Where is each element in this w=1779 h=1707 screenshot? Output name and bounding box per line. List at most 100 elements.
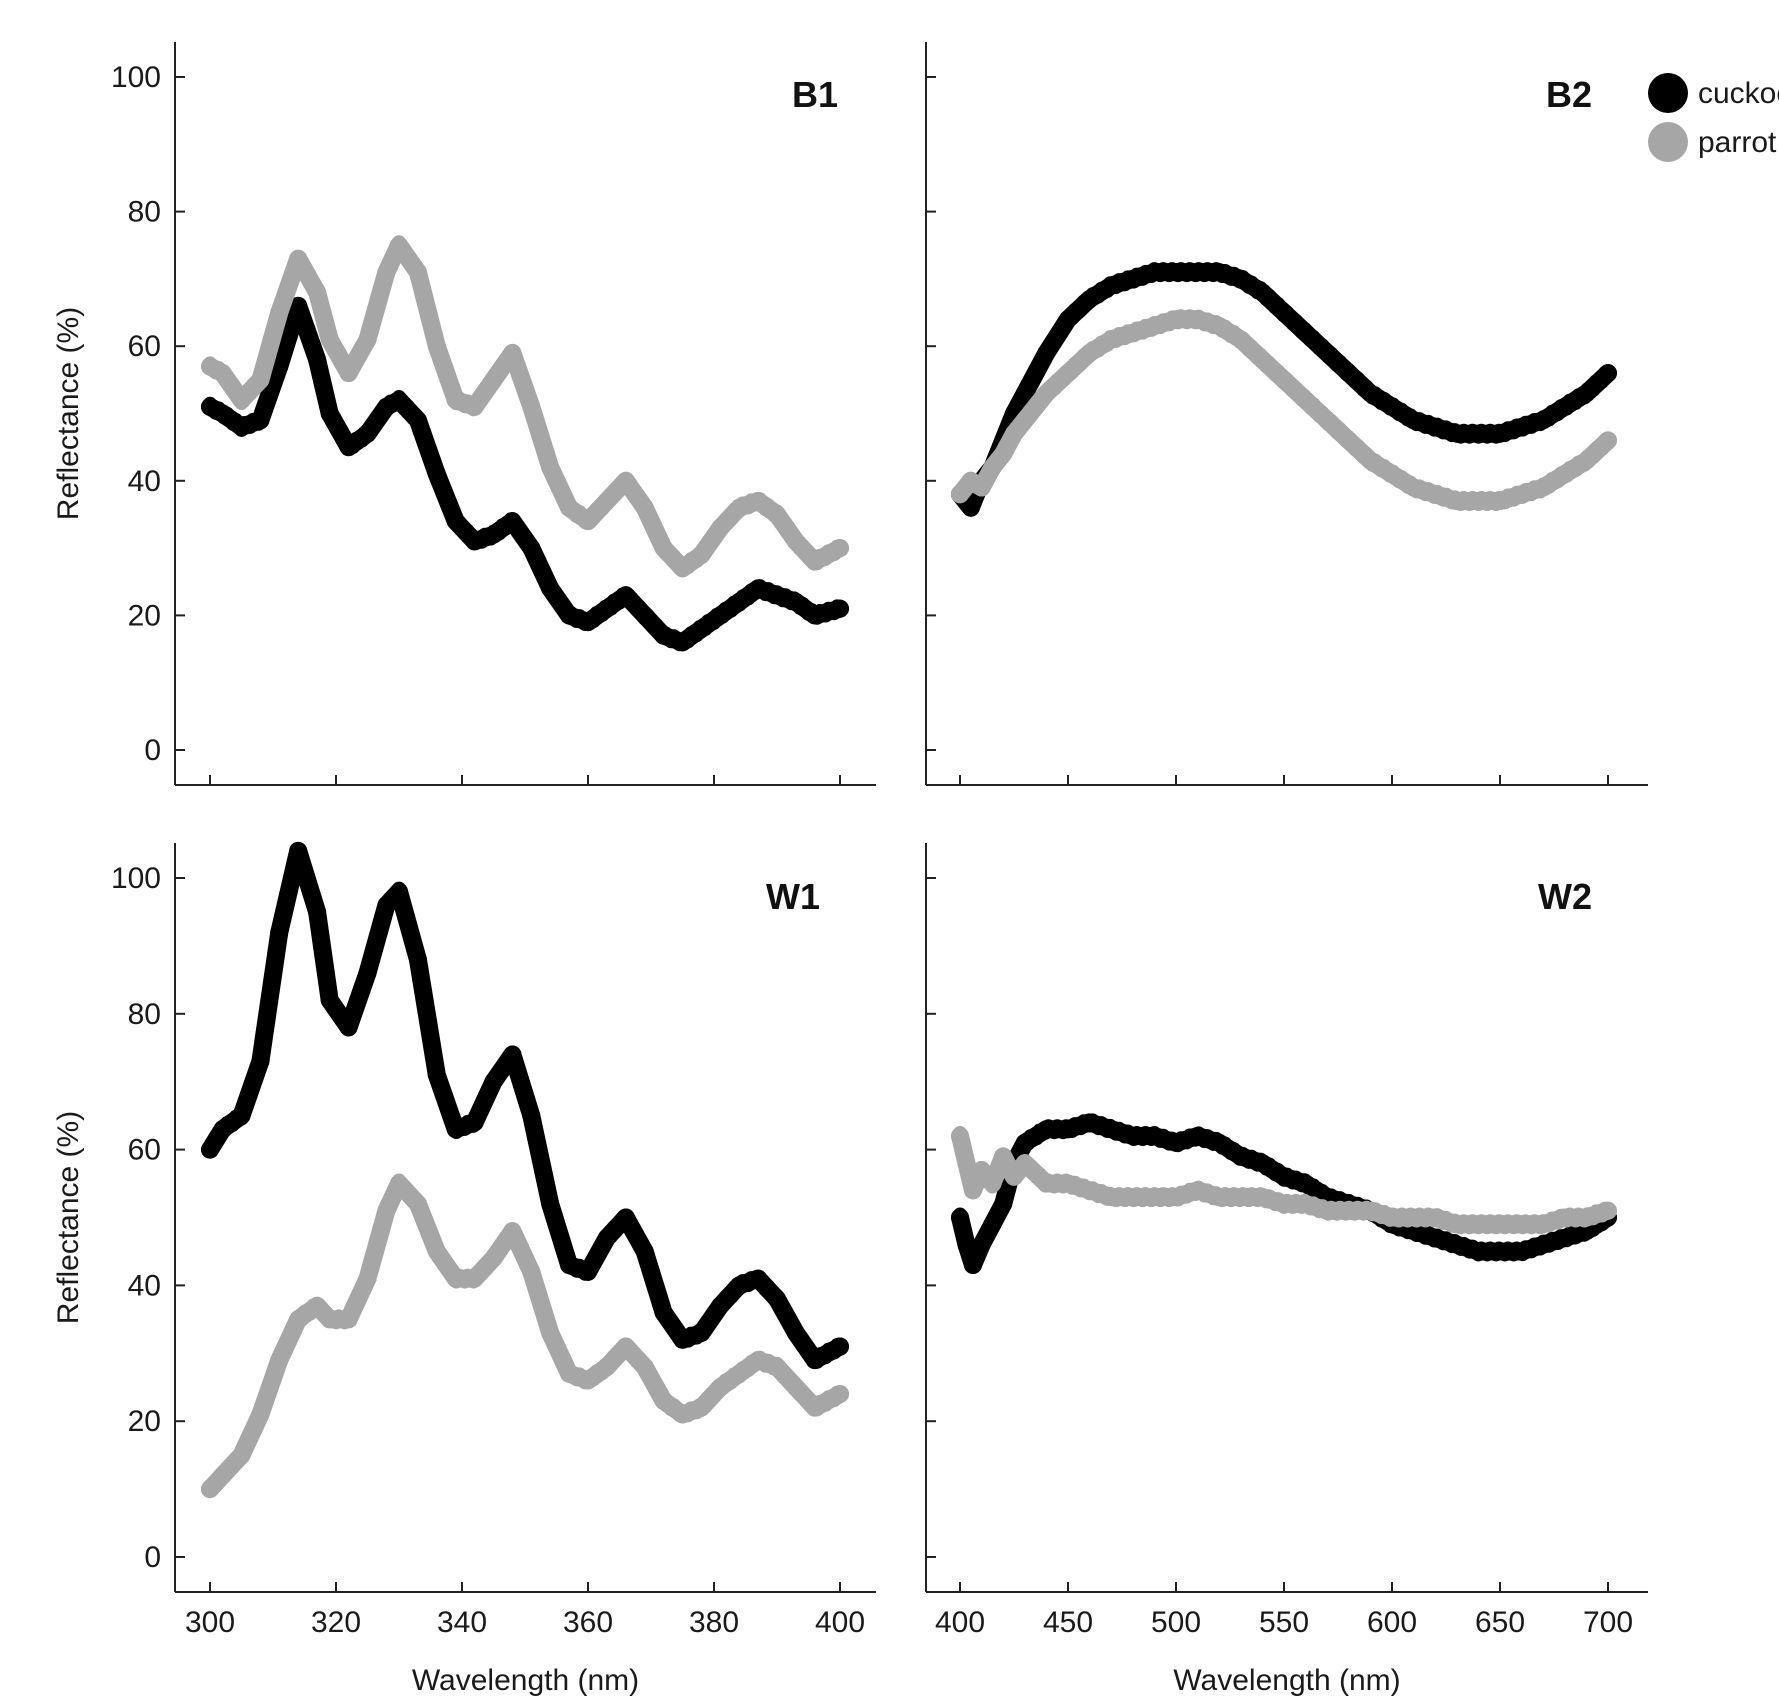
- series-texture-parrot: [1601, 433, 1615, 448]
- series-texture-parrot: [286, 269, 301, 284]
- series-texture-cuckoo: [354, 985, 369, 1000]
- series-texture-parrot: [540, 452, 555, 467]
- series-texture-cuckoo: [426, 1043, 441, 1058]
- series-texture-cuckoo: [414, 979, 429, 994]
- series-texture-cuckoo: [260, 396, 275, 411]
- series-texture-cuckoo: [1029, 367, 1044, 382]
- y-tick-label: 100: [111, 862, 161, 895]
- series-texture-cuckoo: [403, 925, 418, 940]
- series-texture-parrot: [1003, 437, 1018, 452]
- series-texture-parrot: [1601, 1203, 1615, 1218]
- x-tick-label: 360: [563, 1606, 613, 1639]
- series-texture-cuckoo: [314, 934, 329, 949]
- series-texture-parrot: [371, 294, 386, 309]
- series-texture-cuckoo: [412, 416, 427, 431]
- x-tick-label: 340: [437, 1606, 487, 1639]
- series-texture-parrot: [420, 303, 435, 318]
- y-tick-label: 20: [128, 1405, 161, 1438]
- series-texture-parrot: [506, 349, 521, 364]
- panels: 0 20 40 60 80 100 Reflectance (%) B1 B2 0 20 40 60 80…: [52, 42, 1648, 1697]
- series-texture-cuckoo: [208, 1136, 223, 1151]
- series-texture-parrot: [346, 1305, 361, 1320]
- series-texture-cuckoo: [955, 1222, 970, 1237]
- series-texture-cuckoo: [254, 1043, 269, 1058]
- y-tick-label: 0: [144, 734, 161, 767]
- series-texture-parrot: [955, 1141, 970, 1156]
- series-texture-cuckoo: [257, 1026, 272, 1041]
- series-texture-cuckoo: [1601, 366, 1615, 381]
- series-texture-cuckoo: [833, 1339, 847, 1354]
- series-texture-cuckoo: [308, 349, 323, 364]
- series-texture-parrot: [354, 345, 369, 360]
- series-texture-cuckoo: [512, 1066, 527, 1081]
- series-texture-cuckoo: [437, 1090, 452, 1105]
- series-texture-parrot: [443, 375, 458, 390]
- series-texture-cuckoo: [400, 912, 415, 927]
- series-texture-parrot: [434, 350, 449, 365]
- series-texture-cuckoo: [1056, 322, 1071, 337]
- series-texture-parrot: [354, 1286, 369, 1301]
- x-tick-label: 600: [1367, 1606, 1417, 1639]
- y-tick-label: 80: [128, 196, 161, 229]
- series-texture-parrot: [317, 313, 332, 328]
- series-texture-cuckoo: [311, 919, 326, 934]
- series-cuckoo: [951, 1113, 1617, 1275]
- series-texture-parrot: [529, 1278, 544, 1293]
- series-texture-parrot: [540, 1318, 555, 1333]
- x-axis-title: Wavelength (nm): [412, 1664, 639, 1697]
- series-texture-parrot: [520, 386, 535, 401]
- series-texture-parrot: [833, 1387, 847, 1402]
- series-texture-parrot: [426, 322, 441, 337]
- series-texture-parrot: [512, 362, 527, 377]
- series-texture-parrot: [234, 1451, 249, 1466]
- series-texture-cuckoo: [644, 1264, 658, 1279]
- series-texture-parrot: [437, 362, 452, 377]
- series-texture-cuckoo: [306, 888, 321, 903]
- legend-label-cuckoo: cuckoo: [1698, 77, 1779, 110]
- series-texture-cuckoo: [300, 324, 315, 339]
- series-texture-cuckoo: [976, 1236, 991, 1251]
- y-tick-label: 40: [128, 465, 161, 498]
- x-tick-label: 380: [689, 1606, 739, 1639]
- series-texture-parrot: [363, 325, 378, 340]
- series-texture-cuckoo: [426, 454, 441, 469]
- series-texture-parrot: [251, 377, 266, 392]
- series-texture-cuckoo: [515, 1079, 530, 1094]
- series-texture-cuckoo: [291, 300, 306, 315]
- series-texture-cuckoo: [558, 1245, 573, 1260]
- series-texture-parrot: [523, 1263, 538, 1278]
- series-texture-cuckoo: [271, 926, 286, 941]
- x-tick-label: 450: [1043, 1606, 1093, 1639]
- series-texture-parrot: [286, 1326, 301, 1341]
- series-texture-parrot: [515, 373, 530, 388]
- series-texture-parrot: [532, 425, 547, 440]
- series-texture-cuckoo: [994, 1203, 1009, 1218]
- panel-w1: 0 20 40 60 80 100 300 320 340 360 380 400 Reflectanc…: [52, 841, 876, 1697]
- series-texture-cuckoo: [394, 894, 409, 909]
- series-texture-cuckoo: [420, 440, 435, 455]
- series-texture-cuckoo: [953, 1207, 967, 1222]
- series-texture-cuckoo: [291, 845, 306, 860]
- series-parrot: [951, 309, 1617, 511]
- series-cuckoo: [201, 296, 849, 652]
- series-texture-parrot: [953, 1126, 967, 1141]
- series-texture-cuckoo: [595, 1242, 610, 1257]
- series-texture-cuckoo: [423, 1032, 438, 1047]
- series-texture-cuckoo: [320, 980, 335, 995]
- series-texture-cuckoo: [1047, 336, 1062, 351]
- legend-marker-cuckoo: [1648, 73, 1688, 113]
- series-texture-cuckoo: [1038, 350, 1053, 365]
- series-texture-cuckoo: [538, 1169, 553, 1184]
- y-tick-label: 0: [144, 1541, 161, 1574]
- series-texture-parrot: [538, 440, 553, 455]
- series-texture-parrot: [523, 398, 538, 413]
- series-texture-cuckoo: [586, 1257, 601, 1272]
- series-texture-parrot: [251, 1414, 266, 1429]
- legend: cuckoo parrot: [1648, 73, 1779, 162]
- panel-label: W1: [766, 876, 820, 917]
- series-texture-parrot: [985, 1179, 1000, 1194]
- y-axis-title: Reflectance (%): [52, 307, 85, 520]
- y-tick-label: 80: [128, 998, 161, 1031]
- y-axis-title: Reflectance (%): [52, 1111, 85, 1324]
